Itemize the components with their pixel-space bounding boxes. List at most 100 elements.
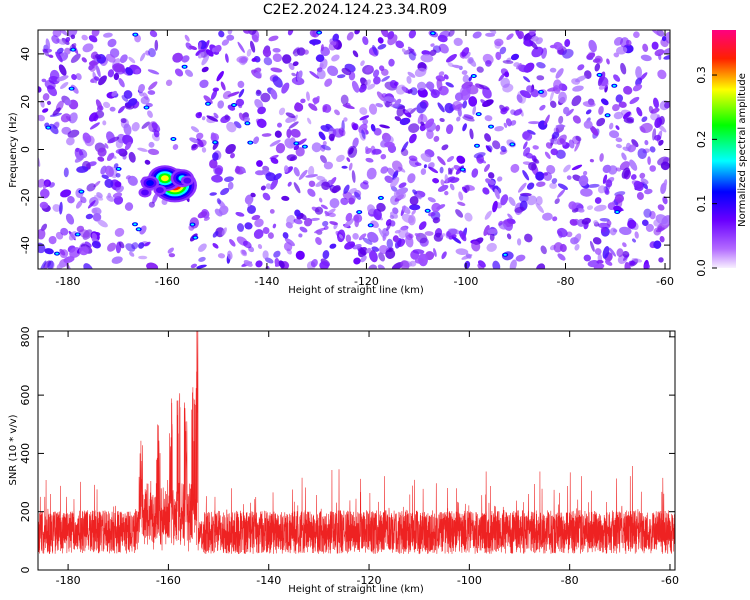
heatmap-cell — [327, 212, 336, 218]
heatmap-cell — [369, 224, 373, 227]
heatmap-cell — [94, 195, 104, 201]
heatmap-cell — [217, 100, 225, 109]
heatmap-x-tick-label: -120 — [354, 275, 379, 288]
heatmap-cell — [408, 30, 417, 39]
heatmap-cell — [394, 229, 401, 234]
heatmap-cell — [440, 179, 445, 186]
snr-y-label: SNR (10 * v/v) — [8, 414, 19, 485]
heatmap-cell — [304, 217, 313, 227]
heatmap-cell — [408, 123, 420, 133]
heatmap-cell — [365, 65, 374, 73]
heatmap-cell — [523, 39, 534, 47]
heatmap-cell — [75, 200, 83, 209]
heatmap-cell — [341, 67, 352, 76]
heatmap-cell — [533, 158, 540, 164]
heatmap-cell — [423, 164, 427, 169]
heatmap-cell — [624, 261, 631, 269]
heatmap-cell — [407, 173, 416, 184]
heatmap-cell — [235, 211, 245, 217]
heatmap-cell — [81, 34, 88, 41]
heatmap-cell — [295, 147, 305, 157]
heatmap-cell — [549, 89, 555, 102]
heatmap-cell — [128, 56, 136, 64]
heatmap-cell — [285, 112, 296, 119]
heatmap-cell — [298, 169, 308, 180]
heatmap-cell — [213, 141, 217, 144]
heatmap-cell — [544, 151, 551, 159]
heatmap-cell — [615, 125, 620, 130]
heatmap-cell — [111, 90, 118, 97]
heatmap-cell — [633, 31, 640, 39]
heatmap-cell — [190, 223, 195, 226]
heatmap-cell — [535, 202, 544, 214]
heatmap-y-tick-label: -20 — [19, 188, 32, 206]
heatmap-cell — [558, 91, 567, 104]
heatmap-cell — [589, 125, 599, 136]
heatmap-cell — [424, 118, 435, 129]
heatmap-cell — [514, 206, 525, 213]
heatmap-cell — [125, 67, 133, 76]
heatmap-cell — [287, 30, 294, 36]
heatmap-cell — [420, 121, 425, 126]
snr-x-tick-label: -60 — [661, 574, 679, 587]
heatmap-cell — [485, 60, 492, 67]
heatmap-cell — [329, 221, 338, 226]
heatmap-cell — [593, 220, 598, 225]
heatmap-cell — [307, 117, 312, 125]
heatmap-cell — [212, 152, 219, 161]
heatmap-cell — [91, 240, 101, 249]
snr-series-line — [38, 331, 675, 555]
heatmap-cell — [196, 139, 207, 148]
heatmap-cell — [353, 213, 363, 223]
heatmap-cell — [642, 182, 648, 190]
heatmap-cell — [248, 141, 252, 144]
heatmap-cell — [309, 39, 321, 45]
heatmap-cell — [401, 213, 415, 224]
heatmap-cell — [536, 62, 546, 69]
heatmap-cell — [476, 66, 484, 73]
heatmap-cell — [408, 158, 419, 168]
heatmap-cell — [65, 36, 71, 43]
heatmap-cell — [71, 48, 75, 51]
heatmap-cell — [354, 191, 361, 200]
heatmap-cell — [293, 218, 303, 225]
heatmap-cell — [75, 73, 82, 81]
heatmap-cell — [282, 232, 289, 239]
heatmap-cell — [494, 126, 504, 132]
heatmap-cell — [609, 130, 620, 139]
heatmap-cell — [245, 122, 249, 125]
heatmap-cell — [639, 172, 646, 179]
heatmap-cell — [341, 165, 348, 169]
heatmap-cell — [416, 101, 427, 114]
heatmap-cell — [244, 222, 253, 230]
heatmap-cell — [613, 52, 620, 58]
heatmap-cell — [421, 50, 431, 56]
heatmap-cell — [251, 214, 261, 221]
heatmap-cell — [84, 135, 95, 147]
heatmap-cell — [111, 256, 123, 264]
colorbar-tick-label: 0.0 — [695, 259, 708, 277]
heatmap-cell — [89, 122, 100, 130]
heatmap-cell — [348, 147, 354, 155]
heatmap-cell — [435, 124, 441, 132]
heatmap-cell — [56, 75, 69, 82]
heatmap-cell — [272, 223, 277, 229]
heatmap-cell — [345, 212, 353, 222]
heatmap-cell — [103, 101, 111, 109]
heatmap-cell — [592, 237, 602, 245]
heatmap-cell — [462, 74, 469, 83]
heatmap-cell — [661, 36, 667, 42]
heatmap-cell — [475, 157, 487, 164]
heatmap-cell — [506, 33, 514, 40]
heatmap-cell — [377, 264, 385, 269]
heatmap-cell — [436, 78, 443, 91]
heatmap-cell — [472, 105, 477, 115]
heatmap-cell — [293, 167, 300, 177]
heatmap-cell — [370, 123, 376, 132]
heatmap-cell — [449, 183, 455, 191]
heatmap-cell — [119, 54, 128, 64]
heatmap-cell — [609, 247, 616, 257]
heatmap-cell — [376, 91, 385, 102]
heatmap-cell — [441, 251, 447, 260]
